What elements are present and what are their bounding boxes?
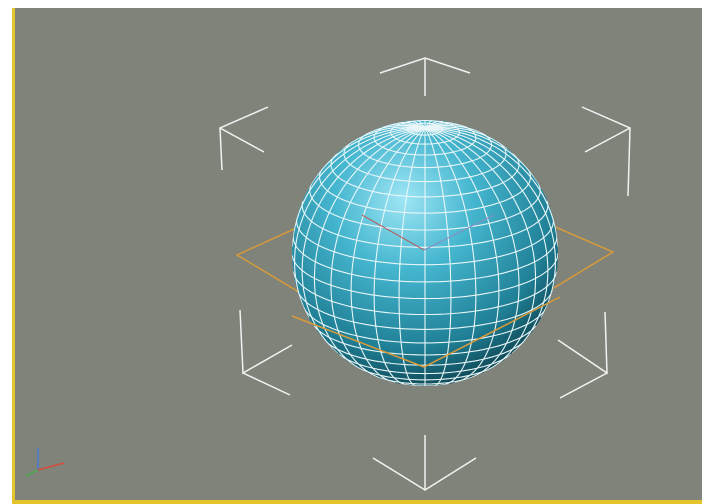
wire-line xyxy=(342,126,426,149)
wire-line xyxy=(416,120,426,129)
active-border-bottom xyxy=(12,500,702,504)
wire-line xyxy=(311,127,426,184)
wire-line xyxy=(424,120,434,129)
plane-gizmo-front xyxy=(291,296,561,368)
wire-line xyxy=(424,127,537,370)
axis-tripod xyxy=(25,448,65,477)
wire-line xyxy=(424,127,477,385)
active-border-left xyxy=(12,8,15,504)
wire-line xyxy=(292,127,426,247)
wire-line xyxy=(424,127,539,184)
wire-line xyxy=(424,121,452,129)
wire-line xyxy=(292,252,558,300)
pivot xyxy=(361,214,495,251)
wire-line xyxy=(350,127,426,384)
wire-line xyxy=(424,127,520,378)
wire-line xyxy=(424,127,500,384)
wire-line xyxy=(364,124,426,135)
wire-line xyxy=(424,120,444,129)
wire-line xyxy=(294,127,426,318)
wire-line xyxy=(373,127,426,385)
wire-line xyxy=(424,126,508,149)
wire-line xyxy=(424,124,486,135)
wire-line xyxy=(424,127,549,355)
wire-line xyxy=(424,127,558,247)
wire-line xyxy=(313,127,426,370)
wire-line xyxy=(424,127,556,318)
sphere-wireframe xyxy=(292,120,558,386)
wire-line xyxy=(382,123,426,129)
wire-line xyxy=(424,123,468,129)
selection-brackets xyxy=(219,57,631,491)
wire-line xyxy=(424,127,452,386)
wire-line xyxy=(301,127,426,355)
wire-line xyxy=(406,120,426,129)
wire-line xyxy=(330,127,426,378)
wire-line xyxy=(398,127,426,386)
